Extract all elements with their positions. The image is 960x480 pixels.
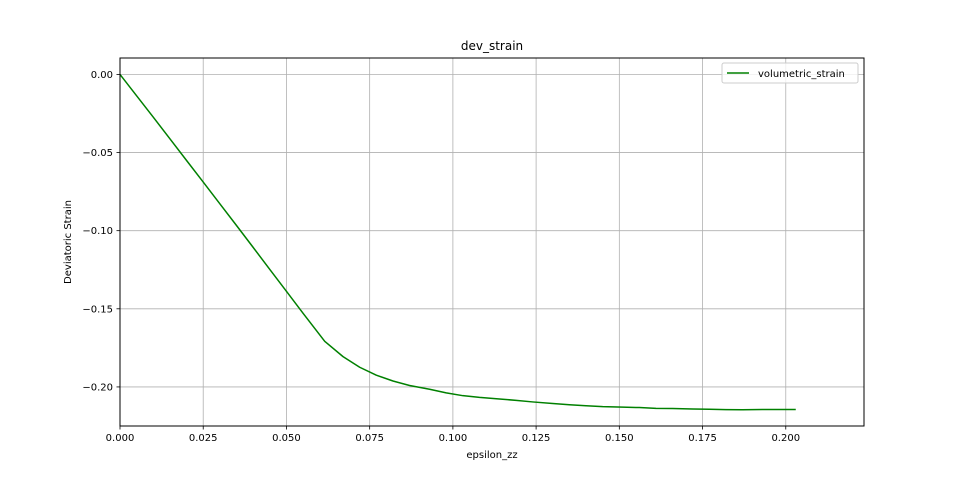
chart-title: dev_strain: [461, 39, 523, 53]
legend-label: volumetric_strain: [758, 69, 845, 80]
x-tick-label: 0.025: [189, 433, 218, 444]
x-axis-title: epsilon_zz: [466, 450, 517, 461]
y-axis-title: Deviatoric Strain: [63, 200, 74, 284]
y-tick-label: −0.05: [82, 148, 113, 159]
y-tick-label: 0.00: [91, 70, 113, 81]
y-axis-ticks: 0.00 −0.05 −0.10 −0.15 −0.20: [82, 70, 120, 393]
x-tick-label: 0.125: [522, 433, 551, 444]
series-line-volumetric_strain: [119, 73, 796, 411]
x-tick-label: 0.050: [272, 433, 301, 444]
plot-frame: [119, 57, 865, 427]
x-axis-ticks: 0.000 0.025 0.050 0.075 0.100 0.125 0.150 0.175…: [106, 426, 800, 444]
legend-box: [721, 62, 859, 84]
x-tick-label: 0.200: [771, 433, 800, 444]
series-lines: [119, 73, 796, 411]
y-tick-label: −0.20: [82, 382, 113, 393]
x-tick-label: 0.100: [439, 433, 468, 444]
x-tick-label: 0.000: [106, 433, 135, 444]
x-tick-label: 0.150: [605, 433, 634, 444]
x-tick-label: 0.175: [688, 433, 717, 444]
y-tick-label: −0.10: [82, 226, 113, 237]
x-tick-label: 0.075: [355, 433, 384, 444]
legend: volumetric_strain: [721, 62, 859, 84]
y-tick-label: −0.15: [82, 304, 113, 315]
